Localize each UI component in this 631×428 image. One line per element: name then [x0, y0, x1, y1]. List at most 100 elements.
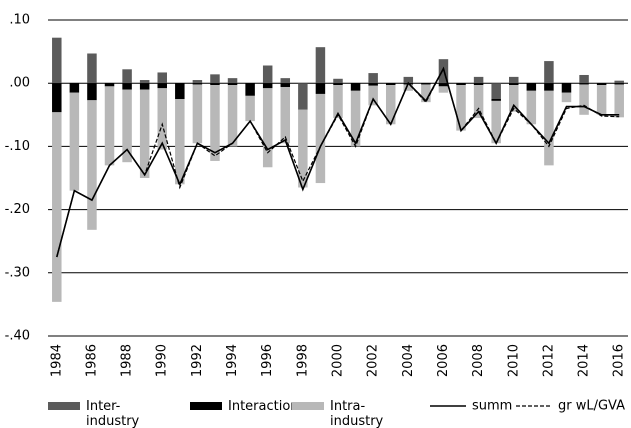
bar	[403, 76, 414, 84]
bar	[315, 93, 326, 184]
bar	[491, 100, 501, 144]
bar	[139, 89, 150, 178]
bar	[192, 80, 203, 84]
bar	[368, 73, 378, 84]
bar	[473, 76, 484, 84]
bar	[227, 85, 238, 147]
x-tick-label: 1986	[84, 344, 99, 377]
bar	[210, 83, 220, 86]
x-tick-label: 2014	[577, 344, 592, 377]
bar	[368, 85, 378, 106]
bar	[561, 83, 572, 93]
bar	[596, 83, 607, 86]
x-tick-label: 2000	[331, 344, 346, 377]
bar	[157, 83, 167, 89]
bar	[175, 83, 185, 99]
bar	[473, 83, 484, 86]
bar	[122, 83, 132, 90]
bar	[333, 83, 343, 86]
x-tick-label: 1996	[260, 344, 275, 377]
bar	[262, 83, 273, 89]
bar	[509, 85, 519, 112]
bar	[139, 83, 150, 90]
x-tick-label: 1994	[225, 344, 240, 377]
bar	[385, 83, 396, 86]
bar	[421, 83, 431, 85]
x-tick-label: 2010	[506, 344, 521, 377]
x-tick-label: 2008	[471, 344, 486, 377]
bar	[315, 47, 326, 84]
bar	[52, 83, 62, 113]
bar	[614, 84, 624, 118]
bar	[544, 83, 554, 91]
x-tick-label: 1998	[295, 344, 310, 377]
y-tick-label: -.20	[5, 202, 30, 217]
bar	[157, 72, 167, 84]
bar	[526, 83, 537, 91]
bar	[210, 74, 220, 84]
bar	[157, 88, 167, 150]
bar	[544, 61, 554, 84]
bar	[421, 84, 431, 103]
bar	[87, 83, 97, 101]
bar	[579, 74, 589, 84]
bar	[509, 76, 519, 84]
bar	[385, 85, 396, 125]
bar	[579, 84, 589, 115]
x-tick-label: 2004	[401, 344, 416, 377]
line	[56, 67, 620, 258]
bar	[280, 83, 291, 87]
legend-label: Inter-industry	[86, 399, 140, 428]
legend-label: gr wL/GVA	[558, 399, 625, 414]
bar	[491, 83, 501, 99]
y-tick-label: .10	[9, 13, 30, 28]
bar	[245, 95, 255, 122]
bar	[69, 83, 80, 93]
bar	[227, 78, 238, 84]
legend-label: Intra-industry	[330, 399, 384, 428]
bar	[473, 85, 484, 118]
bar	[52, 37, 62, 84]
bar	[298, 109, 308, 188]
bar	[280, 78, 291, 84]
legend-swatch	[292, 402, 324, 410]
bar	[526, 90, 537, 125]
legend-swatch	[190, 402, 222, 410]
bar	[87, 100, 97, 230]
legend-label: summ	[472, 399, 512, 414]
bar	[579, 83, 589, 85]
bar	[262, 65, 273, 84]
bar	[262, 88, 273, 168]
x-tick-label: 2002	[366, 344, 381, 377]
bar	[192, 84, 203, 144]
bar	[104, 86, 115, 166]
bar	[227, 83, 238, 86]
x-tick-label: 1992	[190, 344, 205, 377]
bar	[245, 83, 255, 96]
bar	[596, 85, 607, 115]
x-tick-label: 2006	[436, 344, 451, 377]
x-tick-label: 2016	[612, 344, 627, 377]
bar	[438, 86, 449, 93]
bar	[52, 112, 62, 302]
y-tick-label: -.10	[5, 139, 30, 154]
bar	[456, 83, 466, 86]
bar	[104, 83, 115, 87]
bar	[175, 99, 185, 185]
bar	[614, 80, 624, 84]
bar	[438, 83, 449, 87]
legend-swatch	[48, 402, 80, 410]
bar	[456, 85, 466, 131]
bar	[280, 86, 291, 144]
bar	[333, 78, 343, 84]
bar	[544, 90, 554, 166]
bar	[368, 83, 378, 86]
bar	[122, 89, 132, 163]
bar	[403, 84, 414, 91]
bar	[350, 83, 361, 91]
bar	[509, 83, 519, 86]
bar	[350, 90, 361, 147]
x-tick-label: 1990	[155, 344, 170, 377]
bar	[491, 99, 501, 101]
bar	[210, 85, 220, 161]
